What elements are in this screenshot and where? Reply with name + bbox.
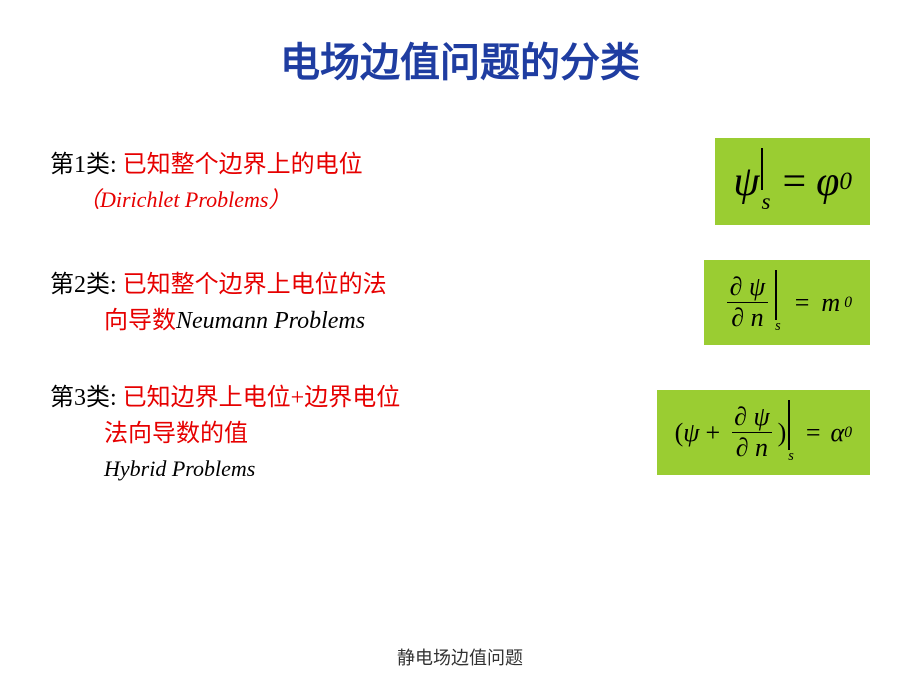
formula-2: ∂ ψ ∂ n s = m 0 bbox=[704, 260, 870, 345]
category-1: 第1类: 已知整个边界上的电位 （Dirichlet Problems） ψ s… bbox=[50, 138, 870, 225]
formula-3-restrict-sub: s bbox=[788, 448, 794, 465]
formula-3-psi: ψ bbox=[683, 418, 699, 448]
lparen-icon: ( bbox=[675, 418, 684, 448]
category-2-prefix: 第2类: bbox=[50, 272, 123, 298]
category-3-line1: 第3类: 已知边界上电位+边界电位 bbox=[50, 380, 501, 416]
category-2-indent: 向导数Neumann Problems bbox=[104, 303, 501, 339]
category-3-sub: Hybrid Problems bbox=[104, 452, 501, 485]
category-3: 第3类: 已知边界上电位+边界电位 法向导数的值 Hybrid Problems… bbox=[50, 380, 870, 485]
category-1-sub: （Dirichlet Problems） bbox=[78, 183, 501, 216]
category-3-indent-line: 法向导数的值 bbox=[104, 421, 248, 447]
formula-1: ψ s = φ0 bbox=[715, 138, 870, 225]
vbar-icon bbox=[788, 400, 790, 450]
formula-2-den: ∂ n bbox=[727, 302, 767, 333]
formula-2-restrict: s bbox=[775, 270, 781, 335]
equals-icon: = bbox=[806, 418, 821, 448]
category-1-prefix: 第1类: bbox=[50, 152, 123, 178]
formula-3: (ψ + ∂ ψ ∂ n ) s = α0 bbox=[657, 390, 870, 475]
formula-3-num: ∂ ψ bbox=[730, 402, 774, 432]
category-1-desc: 已知整个边界上的电位 bbox=[123, 152, 363, 178]
footer-text: 静电场边值问题 bbox=[0, 644, 920, 670]
rparen-icon: ) bbox=[778, 418, 787, 448]
category-3-prefix: 第3类: bbox=[50, 385, 123, 411]
formula-2-rhs-sub: 0 bbox=[844, 294, 852, 312]
formula-3-rhs: α bbox=[831, 418, 845, 448]
slide-title: 电场边值问题的分类 bbox=[50, 30, 870, 88]
formula-2-num: ∂ ψ bbox=[726, 272, 770, 302]
category-3-desc: 已知边界上电位+边界电位 bbox=[123, 385, 401, 411]
category-2-desc: 已知整个边界上电位的法 bbox=[123, 272, 387, 298]
category-3-indent: 法向导数的值 bbox=[104, 416, 501, 452]
category-3-text: 第3类: 已知边界上电位+边界电位 法向导数的值 Hybrid Problems bbox=[50, 380, 501, 485]
equals-icon: = bbox=[782, 158, 806, 206]
formula-3-rhs-sub: 0 bbox=[844, 424, 852, 442]
category-2: 第2类: 已知整个边界上电位的法 向导数Neumann Problems ∂ ψ… bbox=[50, 260, 870, 345]
formula-1-restrict: s bbox=[761, 148, 770, 215]
formula-1-rhs-sub: 0 bbox=[839, 168, 852, 196]
category-1-text: 第1类: 已知整个边界上的电位 （Dirichlet Problems） bbox=[50, 147, 501, 216]
category-2-suffix: Neumann Problems bbox=[176, 308, 365, 334]
formula-3-den: ∂ n bbox=[732, 432, 772, 463]
slide: 电场边值问题的分类 第1类: 已知整个边界上的电位 （Dirichlet Pro… bbox=[0, 0, 920, 690]
category-2-text: 第2类: 已知整个边界上电位的法 向导数Neumann Problems bbox=[50, 267, 501, 339]
category-1-line1: 第1类: 已知整个边界上的电位 bbox=[50, 147, 501, 183]
formula-2-frac: ∂ ψ ∂ n bbox=[726, 272, 770, 333]
category-2-indent-line: 向导数 bbox=[104, 308, 176, 334]
formula-1-psi: ψ bbox=[733, 158, 759, 206]
plus-icon: + bbox=[705, 418, 720, 448]
equals-icon: = bbox=[795, 288, 810, 318]
formula-3-frac: ∂ ψ ∂ n bbox=[730, 402, 774, 463]
formula-1-restrict-sub: s bbox=[761, 188, 770, 215]
formula-3-restrict: s bbox=[788, 400, 794, 465]
vbar-icon bbox=[775, 270, 777, 320]
vbar-icon bbox=[761, 148, 763, 190]
category-2-line1: 第2类: 已知整个边界上电位的法 bbox=[50, 267, 501, 303]
formula-1-phi: φ bbox=[816, 158, 839, 206]
formula-2-restrict-sub: s bbox=[775, 318, 781, 335]
formula-2-rhs: m bbox=[821, 288, 840, 318]
